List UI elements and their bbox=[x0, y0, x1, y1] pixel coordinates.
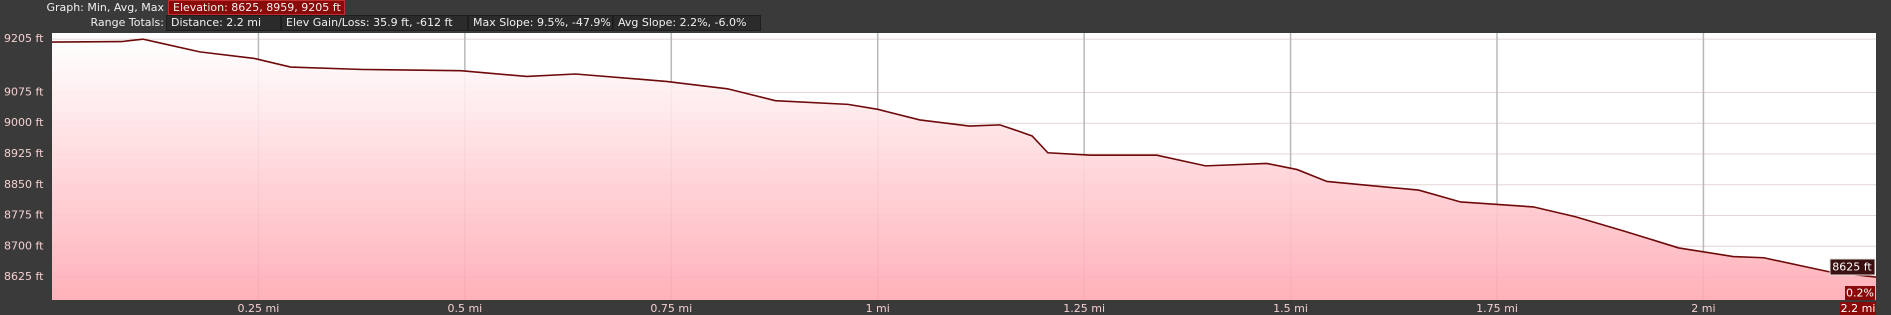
elevation-line bbox=[51, 38, 1877, 278]
x-tick-label: 0.25 mi bbox=[238, 302, 280, 315]
y-tick-label: 9205 ft bbox=[4, 32, 44, 45]
cursor-elevation-box bbox=[1829, 258, 1876, 276]
x-tick-label: 2 mi bbox=[1691, 302, 1715, 315]
distance-stat: Distance: 2.2 mi bbox=[166, 15, 281, 31]
y-tick-label: 8775 ft bbox=[4, 209, 44, 222]
y-tick-label: 8700 ft bbox=[4, 239, 44, 252]
x-tick-label: 1 mi bbox=[866, 302, 890, 315]
y-tick-label: 8925 ft bbox=[4, 147, 44, 160]
cursor-slope-box bbox=[1845, 286, 1875, 300]
y-tick-label: 9000 ft bbox=[4, 116, 44, 129]
range-label: Range Totals: bbox=[90, 16, 165, 29]
elev-gain-loss-stat: Elev Gain/Loss: 35.9 ft, -612 ft bbox=[281, 15, 468, 31]
y-tick-label: 8625 ft bbox=[4, 270, 44, 283]
graph-label: Graph: Min, Avg, Max bbox=[46, 1, 164, 14]
elevation-stats: Elevation: 8625, 8959, 9205 ft bbox=[168, 0, 345, 15]
cursor-distance-label: 2.2 mi bbox=[1841, 302, 1876, 315]
elevation-area bbox=[52, 39, 1876, 301]
y-tick-label: 8850 ft bbox=[4, 178, 44, 191]
max-slope-stat: Max Slope: 9.5%, -47.9% bbox=[468, 15, 613, 31]
cursor-slope-label: 0.2% bbox=[1846, 287, 1874, 300]
x-tick-label: 1.75 mi bbox=[1476, 302, 1518, 315]
x-tick-label: 0.5 mi bbox=[447, 302, 482, 315]
x-tick-label: 1.25 mi bbox=[1063, 302, 1105, 315]
x-tick-label: 0.75 mi bbox=[650, 302, 692, 315]
avg-slope-stat: Avg Slope: 2.2%, -6.0% bbox=[613, 15, 761, 31]
cursor-distance-box bbox=[1840, 302, 1876, 315]
cursor-elevation-label: 8625 ft bbox=[1832, 261, 1872, 274]
y-tick-label: 9075 ft bbox=[4, 85, 44, 98]
x-tick-label: 1.5 mi bbox=[1273, 302, 1308, 315]
